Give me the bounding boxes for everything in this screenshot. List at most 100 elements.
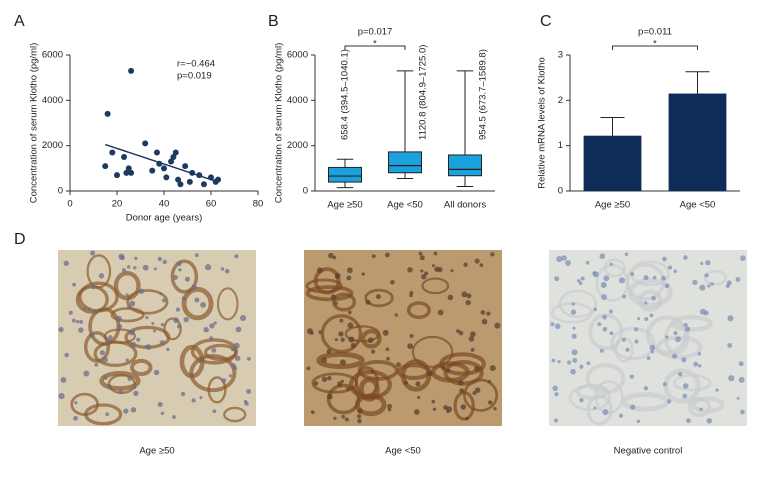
micrograph-label: Age ≥50	[139, 446, 174, 457]
point	[142, 140, 149, 147]
tubule	[190, 338, 239, 365]
nucleus	[138, 288, 145, 294]
nucleus	[361, 272, 365, 276]
nucleus	[662, 256, 667, 262]
nucleus	[682, 393, 688, 399]
nucleus	[313, 381, 319, 386]
nucleus	[87, 307, 91, 311]
nucleus	[200, 301, 207, 308]
nucleus	[667, 265, 673, 270]
nucleus	[321, 376, 328, 382]
nucleus	[600, 281, 607, 288]
bar	[583, 135, 642, 191]
nucleus	[407, 267, 413, 273]
nucleus	[409, 293, 413, 298]
tubule	[331, 292, 357, 312]
tubule	[170, 259, 199, 294]
nucleus	[622, 294, 627, 299]
nucleus	[738, 376, 745, 383]
nucleus	[554, 276, 560, 282]
point	[161, 165, 167, 172]
nucleus	[474, 387, 481, 393]
nucleus	[371, 349, 376, 354]
nucleus	[232, 366, 238, 371]
y-tick-label: 0	[58, 186, 63, 197]
nucleus	[387, 407, 392, 412]
tubule	[223, 406, 247, 423]
nucleus	[83, 370, 90, 377]
nucleus	[735, 277, 741, 282]
nucleus	[466, 293, 472, 299]
x-tick-label: 20	[112, 199, 123, 210]
nucleus	[417, 395, 421, 399]
nucleus	[120, 255, 125, 261]
nucleus	[634, 327, 639, 332]
nucleus	[367, 337, 374, 344]
tubule	[126, 289, 169, 315]
nucleus	[470, 347, 475, 352]
y-tick-label: 1	[558, 140, 563, 151]
nucleus	[328, 252, 334, 259]
nucleus	[456, 329, 460, 333]
nucleus	[94, 362, 99, 367]
nucleus	[649, 344, 656, 351]
nucleus	[166, 347, 170, 352]
tubule	[216, 287, 239, 321]
annotation: *	[373, 39, 377, 50]
micrograph-label: Negative control	[614, 446, 683, 457]
nucleus	[357, 408, 363, 414]
nucleus	[125, 358, 129, 362]
nucleus	[384, 252, 390, 258]
nucleus	[486, 311, 491, 316]
y-axis-label: Concentration of serum Klotho (pg/ml)	[274, 43, 285, 204]
nucleus	[420, 274, 427, 280]
nucleus	[160, 322, 165, 327]
nucleus	[231, 347, 235, 352]
tubule	[99, 371, 141, 391]
nucleus	[71, 318, 76, 323]
nucleus	[126, 305, 131, 310]
nucleus	[339, 359, 346, 366]
nucleus	[697, 364, 702, 368]
nucleus	[183, 316, 189, 323]
tubule	[406, 301, 431, 320]
nucleus	[673, 330, 678, 336]
nucleus	[117, 323, 123, 330]
point	[109, 149, 116, 156]
nucleus	[637, 317, 641, 321]
x-tick-label: 60	[206, 199, 217, 210]
tubule	[603, 258, 626, 278]
nucleus	[235, 326, 242, 333]
tubule	[614, 336, 634, 363]
panel-letter: D	[14, 231, 26, 248]
tubule	[421, 277, 450, 295]
nucleus	[707, 284, 711, 288]
nucleus	[565, 260, 571, 266]
nucleus	[602, 314, 607, 320]
nucleus	[82, 306, 87, 310]
micrograph	[304, 250, 502, 426]
annotation: p=0.011	[638, 27, 672, 38]
nucleus	[340, 337, 345, 342]
nucleus	[592, 271, 599, 278]
nucleus	[123, 408, 129, 414]
nucleus	[487, 400, 493, 405]
nucleus	[624, 252, 629, 257]
nucleus	[465, 416, 469, 421]
nucleus	[554, 323, 561, 330]
tubule	[305, 285, 354, 302]
nucleus	[666, 399, 672, 404]
nucleus	[710, 282, 714, 286]
nucleus	[726, 280, 732, 286]
tubule	[670, 315, 713, 332]
nucleus	[370, 369, 374, 373]
x-axis-label: Donor age (years)	[126, 213, 203, 224]
nucleus	[728, 375, 735, 382]
nucleus	[153, 369, 160, 376]
nucleus	[211, 347, 217, 353]
point	[170, 154, 177, 160]
nucleus	[239, 314, 247, 322]
nucleus	[738, 361, 744, 367]
nucleus	[151, 321, 155, 326]
nucleus	[553, 418, 559, 423]
